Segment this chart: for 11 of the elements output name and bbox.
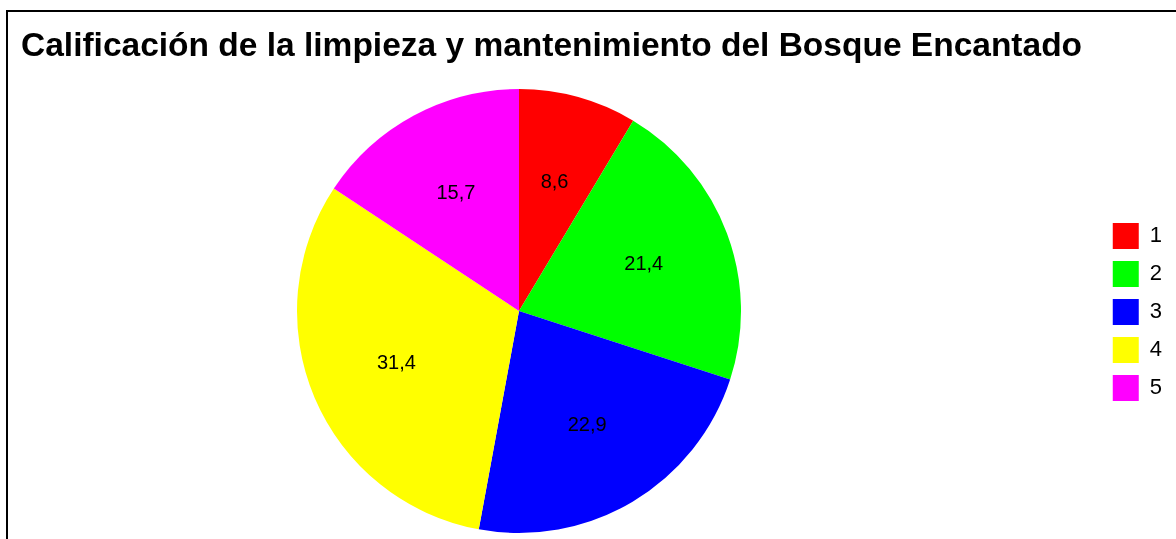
chart-title: Calificación de la limpieza y mantenimiento del Bosque Encantado [21, 26, 1083, 63]
data-label: 15,7 [436, 181, 476, 204]
legend-label: 2 [1149, 260, 1163, 286]
legend-label: 5 [1149, 374, 1163, 400]
legend-label: 1 [1149, 222, 1163, 248]
data-label: 31,4 [376, 350, 416, 373]
data-label: 21,4 [624, 251, 664, 274]
data-label: 8,6 [540, 170, 569, 193]
legend-label: 3 [1149, 298, 1163, 324]
data-label: 22,9 [567, 412, 607, 435]
legend-label: 4 [1149, 336, 1163, 362]
